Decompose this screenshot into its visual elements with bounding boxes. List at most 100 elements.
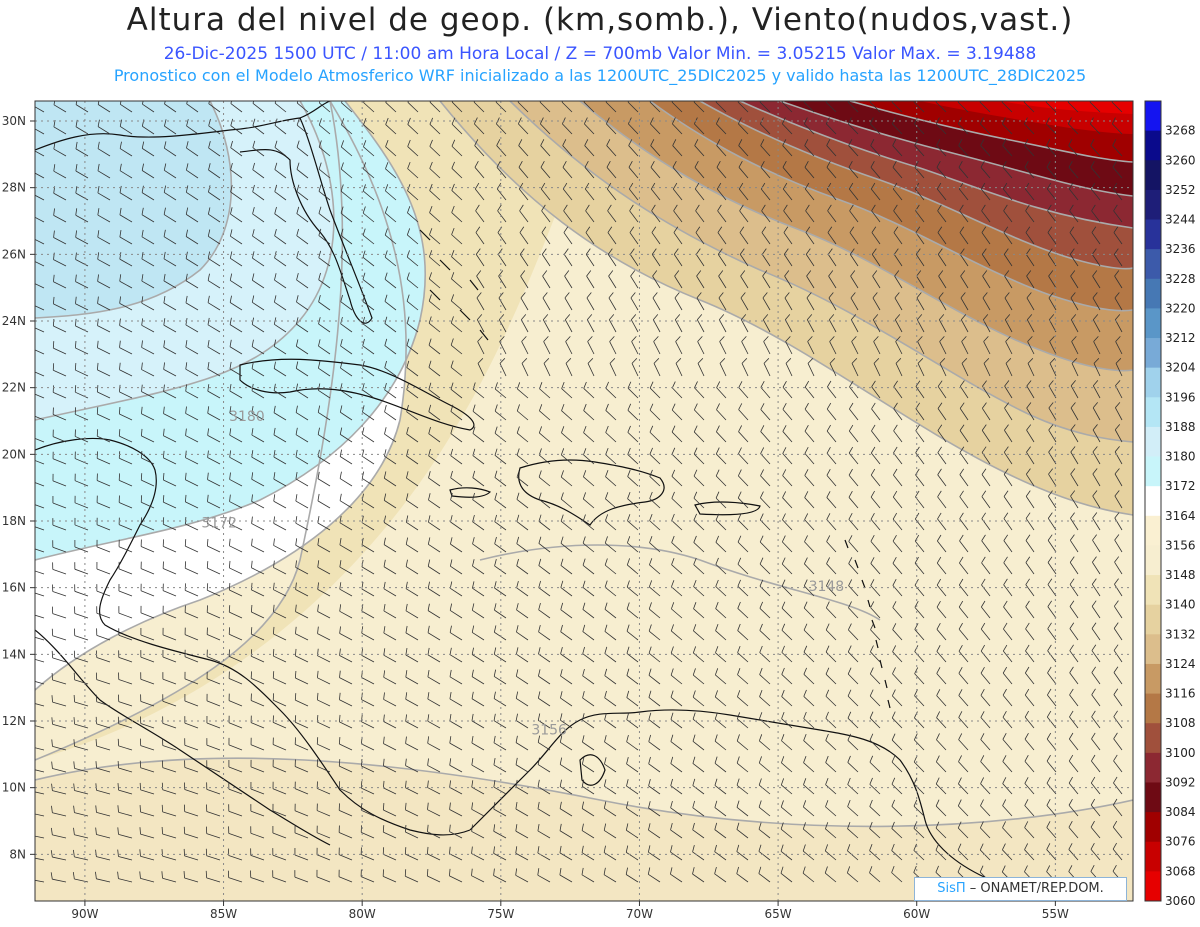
wind-barb [252, 184, 265, 201]
wind-barb [760, 469, 771, 487]
wind-barb [229, 538, 243, 553]
wind-barb [804, 557, 815, 575]
wind-barb [208, 141, 221, 157]
wind-barb [295, 560, 309, 575]
wind-barb [406, 427, 419, 443]
wind-barb [428, 294, 441, 311]
wind-barb [648, 580, 661, 597]
wind-barb [1003, 512, 1013, 531]
wind-barb [361, 604, 375, 619]
wind-barb [208, 163, 221, 179]
wind-barb [450, 294, 463, 311]
wind-barb [53, 230, 67, 245]
wind-barb [648, 756, 661, 773]
wind-barb [360, 758, 375, 773]
wind-barb [1047, 578, 1057, 597]
wind-barb [95, 761, 111, 773]
wind-barb [693, 513, 705, 531]
wind-barb [140, 583, 155, 597]
wind-barb [1092, 424, 1101, 443]
wind-barb [339, 405, 353, 421]
wind-barb [119, 101, 133, 113]
wind-barb [826, 446, 837, 465]
wind-barb [520, 270, 529, 289]
wind-barb [604, 668, 617, 685]
wind-barb [493, 780, 507, 795]
wind-barb [1046, 799, 1057, 817]
lat-tick-label: 28N [2, 181, 26, 195]
wind-barb [737, 557, 749, 575]
wind-barb [718, 270, 727, 289]
wind-barb [563, 226, 573, 245]
wind-barb [1002, 799, 1013, 817]
wind-barb [959, 512, 969, 531]
wind-barb [229, 317, 243, 333]
wind-barb [870, 446, 881, 465]
wind-barb [250, 649, 265, 663]
wind-barb [97, 119, 111, 135]
wind-barb [939, 358, 947, 377]
wind-barb [384, 228, 397, 245]
wind-barb [50, 827, 67, 839]
wind-barb [649, 425, 661, 443]
credit-box: SisΠ – ONAMET/REP.DOM. [914, 877, 1127, 901]
wind-barb [959, 534, 969, 553]
wind-barb [51, 717, 67, 729]
wind-barb [582, 646, 595, 663]
wind-barb [604, 757, 617, 773]
wind-barb [362, 228, 375, 245]
wind-barb [1003, 578, 1013, 597]
wind-barb [251, 428, 265, 443]
wind-barb [35, 636, 45, 641]
wind-barb [1092, 446, 1101, 465]
wind-barb [427, 559, 441, 575]
wind-barb [272, 671, 287, 685]
wind-barb [317, 427, 331, 443]
wind-barb [582, 668, 595, 685]
wind-barb [1090, 820, 1101, 839]
wind-barb [561, 404, 573, 421]
wind-barb [273, 560, 287, 575]
lon-tick-label: 55W [1042, 907, 1069, 921]
wind-barb [849, 380, 859, 399]
wind-barb [1003, 204, 1013, 223]
wind-barb [1068, 754, 1079, 773]
wind-barb [652, 270, 661, 289]
wind-barb [406, 250, 419, 267]
wind-barb [782, 403, 793, 421]
wind-barb [538, 470, 551, 487]
wind-barb [1070, 270, 1079, 289]
wind-barb [1002, 666, 1013, 685]
wind-barb [471, 669, 485, 685]
wind-barb [781, 117, 793, 135]
wind-barb [75, 164, 89, 179]
wind-barb [74, 340, 89, 355]
wind-barb [826, 469, 837, 487]
wind-barb [626, 801, 639, 817]
wind-barb [692, 822, 705, 839]
wind-barb [341, 101, 353, 113]
wind-barb [361, 537, 375, 553]
wind-barb [96, 451, 111, 465]
wind-barb [848, 490, 859, 509]
wind-barb [1112, 842, 1123, 861]
wind-barb [294, 870, 309, 883]
wind-barb [603, 823, 617, 839]
wind-barb [715, 646, 727, 663]
wind-barb [185, 251, 199, 267]
wind-barb [782, 513, 793, 531]
wind-barb [383, 559, 397, 575]
wind-barb [449, 758, 463, 773]
wind-barb [560, 514, 573, 531]
wind-barb [119, 230, 133, 245]
wind-barb [318, 101, 331, 113]
wind-barb [1114, 468, 1123, 487]
wind-barb [450, 537, 463, 553]
wind-barb [781, 689, 793, 707]
wind-barb [936, 600, 947, 619]
wind-barb [560, 558, 573, 575]
wind-barb [73, 827, 89, 839]
wind-barb [516, 448, 529, 465]
wind-barb [296, 250, 309, 267]
wind-barb [250, 627, 265, 641]
